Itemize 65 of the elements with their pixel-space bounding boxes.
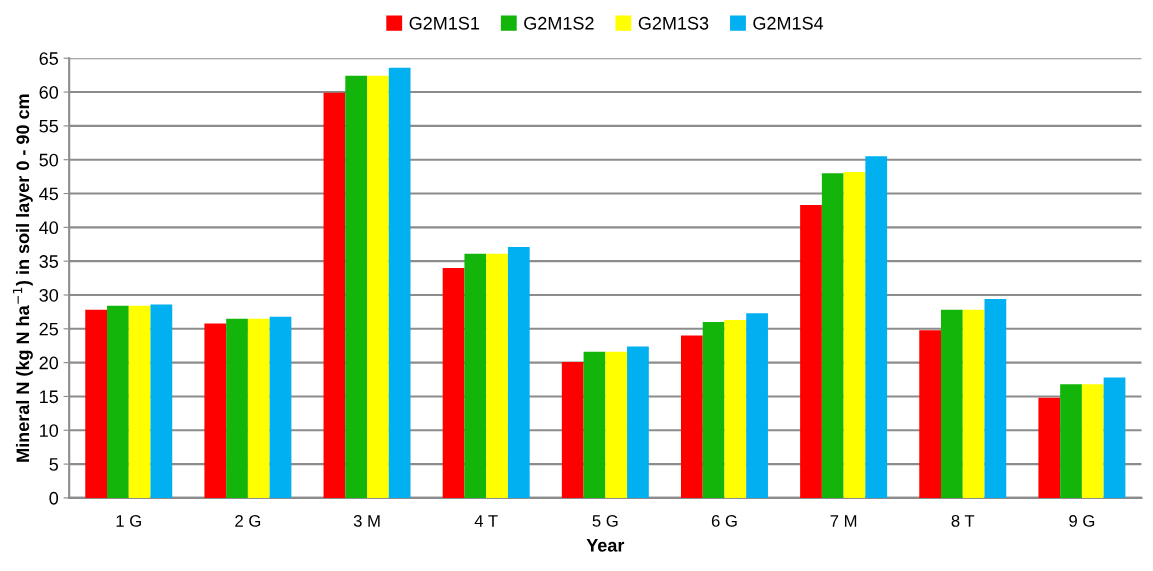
bar — [464, 253, 487, 498]
legend-label: G2M1S4 — [753, 16, 824, 30]
bar — [367, 75, 389, 498]
y-tick-label: 5 — [49, 458, 59, 471]
x-tick-label: 3 M — [353, 515, 380, 527]
y-axis-title: Mineral N (kg N ha$^{−1}$) in soil layer 0 - 90 cm — [12, 94, 33, 462]
bar — [1060, 384, 1082, 498]
bar — [486, 253, 508, 498]
bar — [919, 330, 942, 498]
x-tick-label: 2 G — [235, 515, 261, 527]
y-tick-label: 20 — [39, 356, 59, 370]
bar — [85, 309, 108, 498]
y-tick-label: 55 — [39, 120, 59, 133]
bar — [1103, 377, 1126, 498]
x-tick-label: 4 T — [474, 515, 498, 527]
bar — [204, 323, 227, 498]
bar — [323, 92, 346, 498]
y-tick-label: 50 — [39, 153, 59, 167]
y-tick-label: 60 — [39, 86, 59, 99]
bar — [247, 318, 270, 498]
x-tick-label: 1 G — [116, 515, 141, 527]
y-tick-label: 45 — [39, 187, 59, 201]
y-tick-label: 35 — [39, 255, 59, 268]
bar — [962, 309, 985, 498]
bar — [605, 351, 628, 498]
bar — [800, 205, 822, 498]
y-tick-label: 25 — [39, 322, 59, 336]
bar — [388, 67, 411, 498]
y-tick-label: 30 — [39, 288, 59, 302]
legend-label: G2M1S3 — [638, 16, 709, 30]
bar — [1081, 384, 1104, 498]
bar — [507, 246, 530, 498]
bar — [843, 171, 866, 498]
bar — [226, 318, 248, 498]
bar — [724, 320, 747, 498]
x-tick-label: 5 G — [592, 515, 618, 527]
x-tick-label: 6 G — [711, 515, 737, 527]
x-tick-label: 9 G — [1069, 515, 1095, 527]
y-tick-label: 15 — [40, 390, 59, 404]
x-tick-label: 7 M — [830, 515, 857, 527]
bar — [1038, 397, 1061, 498]
legend-label: G2M1S2 — [524, 16, 594, 30]
legend-label: G2M1S1 — [409, 16, 480, 30]
y-tick-label: 0 — [49, 491, 59, 505]
bar — [680, 335, 703, 498]
bar — [345, 75, 368, 498]
bar — [583, 351, 606, 498]
bar — [865, 156, 888, 498]
bar — [442, 267, 465, 498]
bar — [941, 309, 963, 498]
bar — [128, 305, 151, 498]
bar — [702, 322, 725, 498]
x-tick-label: 8 T — [951, 515, 975, 527]
x-axis-title: Year — [586, 539, 625, 552]
bar — [627, 346, 649, 498]
y-tick-label: 65 — [39, 52, 59, 65]
bar — [150, 304, 173, 498]
bar — [821, 173, 844, 498]
y-tick-label: 40 — [39, 221, 59, 235]
bar — [107, 305, 129, 498]
bar — [269, 316, 292, 498]
y-tick-label: 10 — [40, 424, 59, 437]
bar — [746, 313, 768, 498]
bar — [984, 299, 1007, 498]
bar — [561, 361, 584, 498]
